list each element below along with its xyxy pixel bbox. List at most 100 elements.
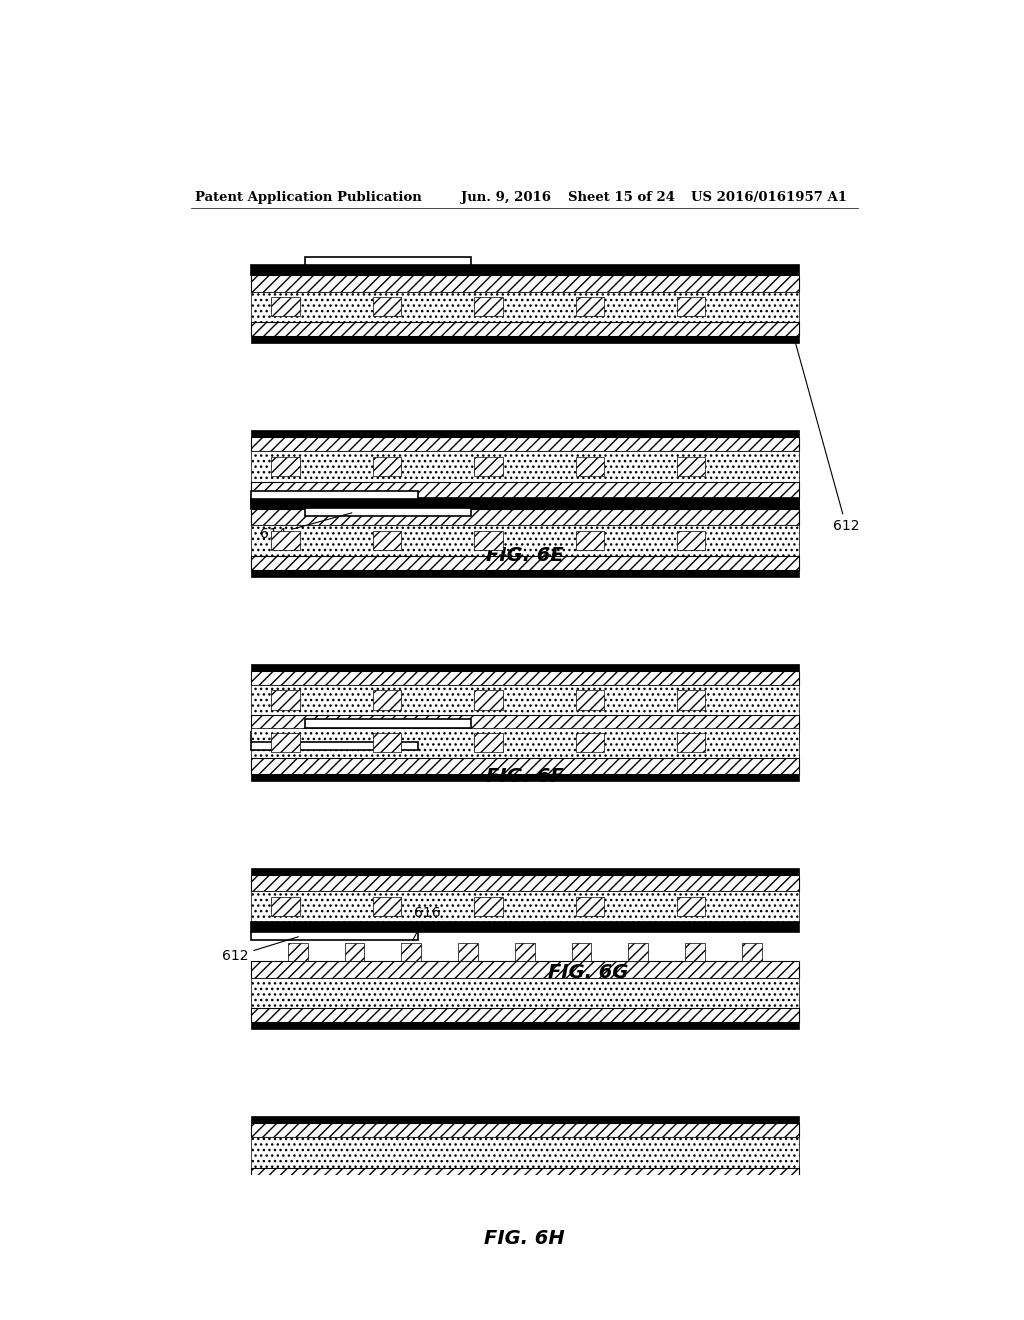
Bar bbox=[251, 1168, 799, 1184]
Bar bbox=[288, 942, 308, 961]
Bar bbox=[629, 1184, 648, 1203]
Bar bbox=[251, 891, 799, 921]
Bar bbox=[575, 896, 604, 916]
Bar bbox=[251, 671, 799, 685]
Bar bbox=[677, 297, 706, 317]
Bar bbox=[251, 556, 799, 570]
Bar bbox=[373, 733, 401, 752]
Text: 612: 612 bbox=[796, 342, 859, 533]
Bar bbox=[271, 733, 300, 752]
Bar bbox=[251, 499, 799, 510]
Bar bbox=[474, 457, 503, 477]
Bar bbox=[741, 942, 762, 961]
Bar bbox=[251, 758, 799, 775]
Bar bbox=[685, 1184, 705, 1203]
Bar bbox=[271, 531, 300, 550]
Text: Sheet 15 of 24: Sheet 15 of 24 bbox=[568, 190, 676, 203]
Bar bbox=[571, 942, 592, 961]
Bar bbox=[251, 451, 799, 482]
Bar bbox=[251, 921, 799, 932]
Bar bbox=[251, 491, 418, 499]
Bar bbox=[677, 896, 706, 916]
Bar bbox=[373, 297, 401, 317]
Bar bbox=[251, 525, 799, 556]
Bar bbox=[515, 1184, 535, 1203]
Bar bbox=[474, 896, 503, 916]
Bar bbox=[458, 942, 478, 961]
Bar bbox=[677, 531, 706, 550]
Bar bbox=[251, 276, 799, 292]
Bar bbox=[685, 942, 705, 961]
Bar bbox=[373, 457, 401, 477]
Bar bbox=[677, 733, 706, 752]
Bar bbox=[575, 733, 604, 752]
Bar bbox=[251, 932, 418, 940]
Bar bbox=[401, 1184, 421, 1203]
Bar bbox=[251, 482, 799, 498]
Text: Jun. 9, 2016: Jun. 9, 2016 bbox=[461, 190, 551, 203]
Text: FIG. 6F: FIG. 6F bbox=[486, 767, 563, 787]
Bar bbox=[271, 896, 300, 916]
Text: Patent Application Publication: Patent Application Publication bbox=[196, 190, 422, 203]
Bar bbox=[251, 265, 799, 276]
Bar bbox=[251, 1022, 799, 1030]
Bar bbox=[251, 510, 799, 525]
Bar bbox=[373, 690, 401, 710]
Bar bbox=[741, 1184, 762, 1203]
Bar bbox=[271, 690, 300, 710]
Bar bbox=[251, 775, 799, 781]
Bar bbox=[401, 942, 421, 961]
Bar bbox=[251, 430, 799, 437]
Bar bbox=[474, 297, 503, 317]
Bar bbox=[251, 867, 799, 875]
Text: 616: 616 bbox=[413, 906, 440, 941]
Bar bbox=[271, 457, 300, 477]
Bar bbox=[373, 531, 401, 550]
Bar bbox=[271, 297, 300, 317]
Bar bbox=[251, 322, 799, 337]
Text: FIG. 6H: FIG. 6H bbox=[484, 1229, 565, 1247]
Bar bbox=[251, 1123, 799, 1138]
Text: 614: 614 bbox=[259, 513, 352, 541]
Bar bbox=[251, 437, 799, 451]
Bar bbox=[345, 942, 365, 961]
Bar bbox=[629, 942, 648, 961]
Bar bbox=[677, 690, 706, 710]
Bar bbox=[251, 292, 799, 322]
Bar bbox=[251, 1008, 799, 1022]
Bar bbox=[251, 875, 799, 891]
Bar bbox=[251, 685, 799, 715]
Bar bbox=[304, 719, 471, 727]
Bar bbox=[251, 731, 799, 742]
Bar bbox=[575, 690, 604, 710]
Bar bbox=[575, 297, 604, 317]
Bar bbox=[515, 942, 535, 961]
Bar bbox=[251, 727, 799, 758]
Bar bbox=[474, 690, 503, 710]
Bar bbox=[474, 733, 503, 752]
Bar bbox=[677, 457, 706, 477]
Text: FIG. 6G: FIG. 6G bbox=[548, 964, 629, 982]
Bar bbox=[458, 1184, 478, 1203]
Text: US 2016/0161957 A1: US 2016/0161957 A1 bbox=[691, 190, 848, 203]
Bar bbox=[251, 715, 799, 731]
Text: 612: 612 bbox=[222, 937, 298, 964]
Bar bbox=[251, 570, 799, 577]
Bar bbox=[251, 1138, 799, 1168]
Bar bbox=[251, 961, 799, 978]
Bar bbox=[251, 742, 418, 750]
Bar bbox=[251, 337, 799, 343]
Bar bbox=[304, 508, 471, 516]
Bar bbox=[304, 257, 471, 265]
Bar bbox=[345, 1184, 365, 1203]
Bar bbox=[373, 896, 401, 916]
Bar bbox=[251, 978, 799, 1008]
Text: FIG. 6E: FIG. 6E bbox=[486, 545, 563, 565]
Bar bbox=[251, 1115, 799, 1123]
Bar bbox=[251, 664, 799, 671]
Bar bbox=[571, 1184, 592, 1203]
Bar bbox=[575, 457, 604, 477]
Bar bbox=[251, 498, 799, 508]
Bar bbox=[575, 531, 604, 550]
Bar bbox=[288, 1184, 308, 1203]
